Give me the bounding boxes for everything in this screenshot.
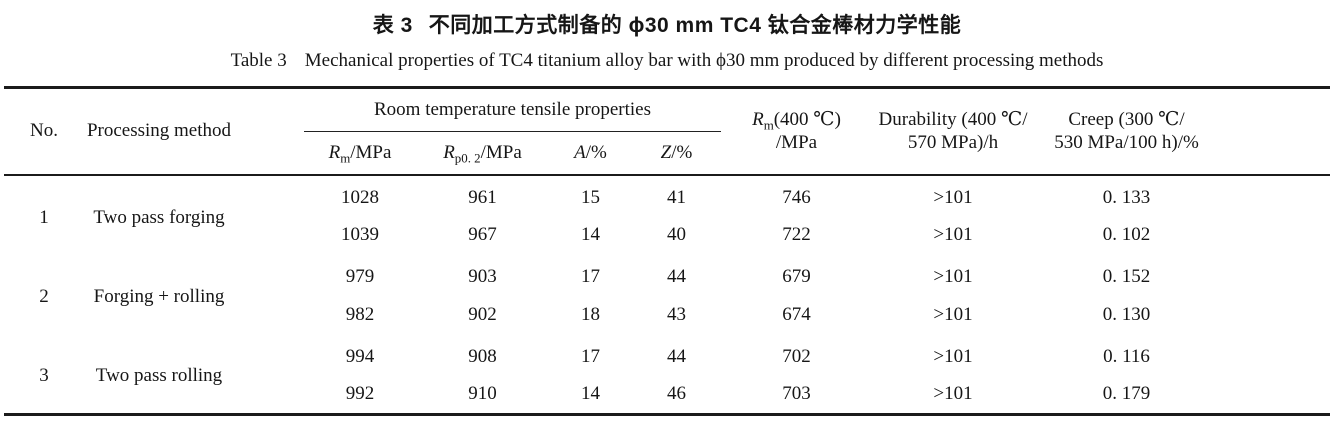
cell-rp02: 903 [468,266,497,287]
durability-line1: Durability (400 ℃/ [878,109,1028,131]
table-number-en: Table 3 [230,50,287,71]
cell-durability: >101 [933,223,973,245]
header-spacer-left [234,87,304,176]
table-number-cn: 表 3 [372,14,413,37]
cell-a: 17 [581,346,600,367]
cell-z: 44 [667,346,686,367]
table-body: 1 Two pass forging 1028 961 15 41 746 >1… [4,175,1330,415]
creep-line2: 530 MPa/100 h)/% [1054,132,1199,154]
creep-line1: Creep (300 ℃/ [1068,109,1185,131]
table-row: 982 902 18 43 674 >101 0. 130 [4,295,1330,335]
cell-no: 1 [39,206,49,228]
cell-rm400: 746 [782,186,811,208]
cell-processing-method: Two pass forging [93,206,225,228]
cell-rm400: 702 [782,346,811,367]
cell-a: 18 [581,303,600,325]
cell-processing-method: Two pass rolling [95,365,223,387]
cell-rm400: 722 [782,223,811,245]
header-spacer-right [1219,87,1330,176]
col-header-durability: Durability (400 ℃/ 570 MPa)/h [872,87,1034,176]
table-row: 2 Forging + rolling 979 903 17 44 679 >1… [4,255,1330,307]
cell-rm: 1039 [341,223,379,245]
table-row: 3 Two pass rolling 994 908 17 44 702 >10… [4,335,1330,386]
rm-400-line2: /MPa [775,132,818,154]
cell-rp02: 902 [468,303,497,325]
cell-rm: 994 [345,346,375,367]
cell-rm: 979 [345,266,375,287]
col-header-rm-400: Rm(400 ℃) /MPa [721,87,872,176]
body-spacer-left [234,175,304,415]
cell-rm: 1028 [341,186,379,208]
cell-rp02: 910 [468,382,497,404]
col-header-a: A/% [549,131,632,176]
cell-durability: >101 [933,266,973,287]
header-row-2: Rm/MPa Rp0. 2/MPa A/% Z/% [4,131,1330,176]
cell-rp02: 961 [468,186,497,208]
col-header-rm: Rm/MPa [304,131,416,176]
cell-processing-method: Forging + rolling [93,286,225,307]
cell-rp02: 967 [468,223,497,245]
durability-line2: 570 MPa)/h [907,132,999,154]
cell-creep: 0. 152 [1102,266,1151,287]
cell-z: 43 [667,303,686,325]
col-header-z: Z/% [632,131,721,176]
cell-a: 14 [581,223,600,245]
body-spacer-right [1219,175,1330,415]
cell-creep: 0. 133 [1102,186,1151,208]
table-title-en: Mechanical properties of TC4 titanium al… [304,50,1104,71]
cell-a: 17 [581,266,600,287]
rm-400-line1: Rm(400 ℃) [752,109,841,133]
table-row: 1 Two pass forging 1028 961 15 41 746 >1… [4,175,1330,228]
mechanical-properties-table: No. Processing method Room temperature t… [4,86,1330,416]
cell-a: 15 [581,186,600,208]
col-group-header-tensile: Room temperature tensile properties [304,87,721,132]
table-caption-english: Table 3 Mechanical properties of TC4 tita… [0,50,1334,72]
cell-rp02: 908 [468,346,497,367]
table-title-cn: 不同加工方式制备的 ϕ30 mm TC4 钛合金棒材力学性能 [428,14,962,37]
cell-durability: >101 [933,186,973,208]
col-header-no: No. [4,87,84,176]
cell-creep: 0. 130 [1102,303,1151,325]
cell-creep: 0. 179 [1102,382,1151,404]
cell-durability: >101 [933,346,973,367]
header-row-1: No. Processing method Room temperature t… [4,87,1330,176]
table-row: 1039 967 14 40 722 >101 0. 102 [4,215,1330,255]
cell-rm400: 679 [782,266,811,287]
cell-rm: 992 [345,382,375,404]
cell-rm400: 703 [782,382,811,404]
cell-z: 40 [667,223,686,245]
col-header-creep: Creep (300 ℃/ 530 MPa/100 h)/% [1034,87,1219,176]
cell-rm400: 674 [782,303,811,325]
cell-no: 3 [39,365,49,387]
cell-z: 41 [667,186,686,208]
col-header-rp02: Rp0. 2/MPa [416,131,549,176]
table-row: 992 910 14 46 703 >101 0. 179 [4,375,1330,415]
cell-z: 44 [667,266,686,287]
col-header-processing-method: Processing method [84,87,234,176]
cell-durability: >101 [933,303,973,325]
cell-no: 2 [39,286,49,307]
table-caption-chinese: 表 3 不同加工方式制备的 ϕ30 mm TC4 钛合金棒材力学性能 [0,0,1334,39]
cell-creep: 0. 116 [1103,346,1150,367]
cell-a: 14 [581,382,600,404]
cell-rm: 982 [345,303,375,325]
cell-durability: >101 [933,382,973,404]
cell-creep: 0. 102 [1102,223,1151,245]
cell-z: 46 [667,382,686,404]
table-header: No. Processing method Room temperature t… [4,87,1330,176]
